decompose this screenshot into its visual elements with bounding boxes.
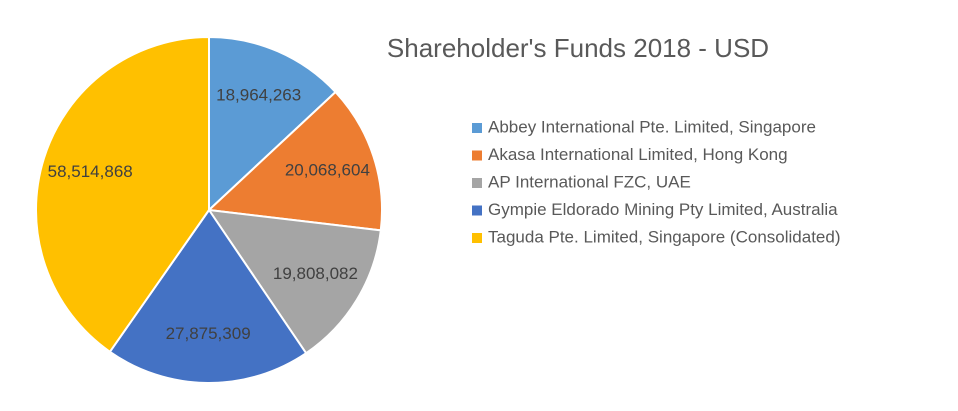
pie-slice <box>208 35 337 213</box>
pie-slice <box>206 208 382 355</box>
legend-swatch <box>472 205 482 216</box>
legend-label: Gympie Eldorado Mining Pty Limited, Aust… <box>488 200 838 219</box>
data-label: 20,068,604 <box>285 161 370 180</box>
legend-label: Taguda Pte. Limited, Singapore (Consolid… <box>488 227 841 246</box>
data-label: 58,514,868 <box>48 162 133 181</box>
legend-label: Akasa International Limited, Hong Kong <box>488 145 788 164</box>
legend-swatch <box>472 123 482 133</box>
data-label: 19,808,082 <box>273 264 358 283</box>
data-label: 27,875,309 <box>166 324 251 343</box>
legend-swatch <box>472 150 482 161</box>
chart-title: Shareholder's Funds 2018 - USD <box>387 33 769 63</box>
pie-slice <box>35 35 210 354</box>
legend-label: AP International FZC, UAE <box>488 172 691 191</box>
data-label: 18,964,263 <box>216 85 301 104</box>
legend-label: Abbey International Pte. Limited, Singap… <box>488 117 816 136</box>
legend-swatch <box>472 178 482 188</box>
pie-slice <box>206 90 383 232</box>
pie-slice <box>108 208 308 384</box>
legend-swatch <box>472 233 482 243</box>
